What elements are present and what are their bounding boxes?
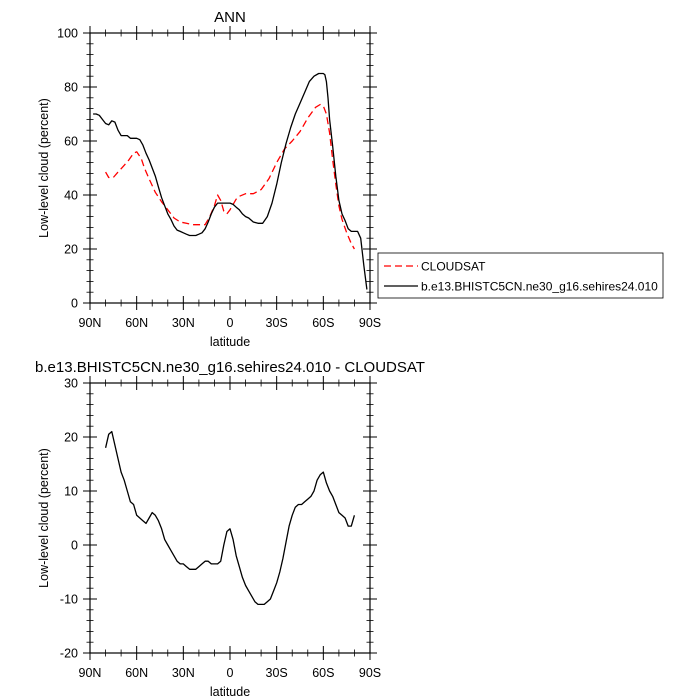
series-line-series-0 [104,430,356,606]
y-tick-label: -10 [60,593,78,607]
x-tick-label: 90S [359,316,381,330]
x-tick-label: 90S [359,666,381,680]
x-axis-label: latitude [210,335,250,349]
y-tick-label: 80 [64,81,78,95]
x-tick-label: 90N [79,316,102,330]
y-tick-label: 60 [64,135,78,149]
x-tick-label: 60S [312,316,334,330]
legend-box [377,252,664,299]
x-tick-label: 60S [312,666,334,680]
chart-title: ANN [214,9,246,26]
y-tick-label: 100 [57,27,78,41]
series-line-cloudsat [105,103,355,250]
legend-entry: CLOUDSAT [421,260,486,274]
y-axis-label: Low-level cloud (percent) [37,448,51,588]
legend-entry: b.e13.BHISTC5CN.ne30_g16.sehires24.010 [421,280,658,294]
x-tick-label: 30N [172,316,195,330]
chart-title: b.e13.BHISTC5CN.ne30_g16.sehires24.010 -… [35,359,425,376]
y-tick-label: 0 [71,539,78,553]
x-tick-label: 30N [172,666,195,680]
y-tick-label: 40 [64,189,78,203]
y-axis-label: Low-level cloud (percent) [37,98,51,238]
y-tick-label: -20 [60,647,78,661]
x-tick-label: 30S [266,316,288,330]
y-tick-label: 20 [64,243,78,257]
y-tick-label: 30 [64,377,78,391]
x-tick-label: 0 [227,316,234,330]
x-tick-label: 90N [79,666,102,680]
y-tick-label: 0 [71,297,78,311]
plot-frame [89,382,371,654]
plot-frame [89,32,371,304]
annual-low-cloud-panel: ANN 90N 60N 30N 0 30S 60S 90S 0 20 40 60 80 100 latitu… [37,9,664,349]
series-line-b-e13-bhistc5cn-ne30-g16-sehires24-010 [93,72,368,290]
difference-panel: b.e13.BHISTC5CN.ne30_g16.sehires24.010 -… [35,359,425,699]
x-axis-label: latitude [210,685,250,699]
y-tick-label: 10 [64,485,78,499]
x-tick-label: 60N [125,666,148,680]
x-tick-label: 30S [266,666,288,680]
x-tick-label: 0 [227,666,234,680]
legend: CLOUDSAT b.e13.BHISTC5CN.ne30_g16.sehires… [377,252,664,299]
y-tick-label: 20 [64,431,78,445]
x-tick-label: 60N [125,316,148,330]
